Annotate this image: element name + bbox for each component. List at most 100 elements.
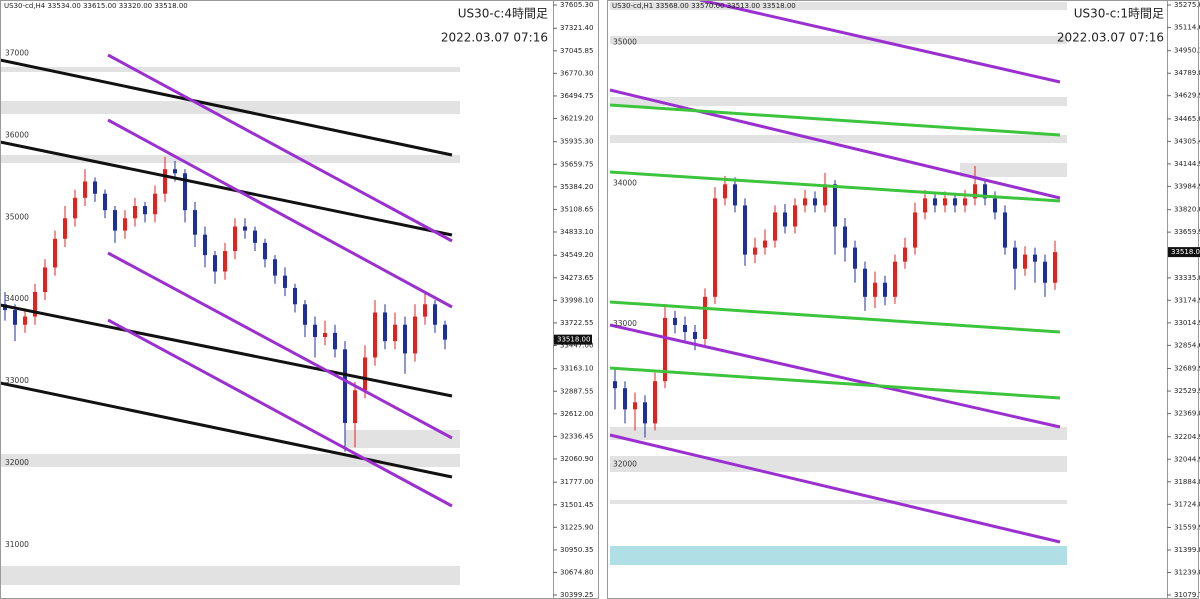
y-tick-label: 33163.10 [560,365,593,373]
zone [610,97,1067,106]
y-tick-label: 31884.85 [1174,478,1200,486]
candle-body [103,193,107,211]
header: US30-cd,H4 33534.00 33615.00 33320.00 33… [4,2,188,10]
level-label: 32000 [5,458,29,467]
level-label: 33000 [613,319,637,328]
candle-body [943,198,947,206]
zone [0,67,460,72]
candle-body [653,381,657,424]
candle-body [233,226,237,252]
y-tick-label: 31399.85 [1174,546,1200,554]
candle-body [303,304,307,325]
candle-body [953,198,957,206]
y-tick-label: 34549.20 [560,251,593,259]
zone [960,163,1067,177]
candle-body [1033,254,1037,262]
chart-title: US30-c:4時間足 [458,7,548,21]
candle-body [643,402,647,424]
candle-body [973,184,977,199]
candle-body [1013,247,1017,269]
candle-body [223,251,227,272]
zone [610,500,1067,504]
y-tick-label: 33722.55 [560,319,593,327]
trend-line [609,88,1061,200]
candle-body [153,193,157,215]
y-tick-label: 32529.90 [1174,387,1200,395]
candle-body [723,184,727,199]
candle-body [403,324,407,354]
y-tick-label: 33820.00 [1174,206,1200,214]
candle-body [763,240,767,248]
y-tick-label: 31559.90 [1174,523,1200,531]
zone [0,454,460,467]
zone-cyan [610,546,1067,565]
timestamp: 2022.03.07 07:16 [441,31,548,45]
trend-lines [0,0,1061,544]
y-tick-label: 31239.80 [1174,568,1200,576]
timestamp: 2022.03.07 07:16 [1057,31,1164,45]
candle-body [43,267,47,292]
candle-body [863,268,867,297]
y-tick-label: 31501.45 [560,501,593,509]
candle-body [893,261,897,297]
candle-body [873,282,877,297]
candle-body [273,259,277,276]
candle-body [23,316,27,325]
level-label: 35000 [5,212,29,221]
candle-body [213,255,217,272]
candle-body [383,312,387,342]
candle-body [993,198,997,213]
level-label: 37000 [5,49,29,58]
candle-body [693,331,697,340]
candle-body [373,312,377,358]
zone [0,155,460,163]
candle-body [113,210,117,231]
candle-body [323,332,327,338]
y-tick-label: 34833.10 [560,228,593,236]
candle-body [73,197,77,219]
candle-body [63,218,67,239]
trend-line [107,118,453,309]
candle-body [1043,261,1047,283]
y-tick-label: 37045.85 [560,47,593,55]
candle-body [883,282,887,297]
y-tick-label: 30950.35 [560,546,593,554]
header: US30-cd,H1 33568.00 33570.00 33513.00 33… [612,2,796,10]
y-tick-label: 36219.20 [560,114,593,122]
trend-line [609,323,1061,429]
trend-line [609,366,1061,400]
trend-line [107,53,453,243]
candle-body [163,169,167,194]
price-label: 33518.00 [1171,248,1200,256]
left-zones [0,67,460,585]
candle-body [823,184,827,206]
candle-body [93,181,97,194]
trend-line [107,251,453,440]
price-marker [1168,247,1200,258]
candle-body [193,210,197,235]
zone [0,566,460,585]
candle-body [203,234,207,256]
candle-body [813,198,817,206]
candle-body [363,357,367,391]
chart-title: US30-c:1時間足 [1074,7,1164,21]
y-tick-label: 30674.80 [560,568,593,576]
candle-body [783,212,787,227]
price-marker [554,334,592,345]
y-tick-label: 32689.90 [1174,365,1200,373]
candle-body [963,198,967,206]
candle-body [1053,252,1057,283]
trend-line [609,103,1061,137]
trend-line [609,433,1061,544]
trend-line [107,318,453,508]
y-tick-label: 35275.00 [1174,1,1200,9]
y-tick-label: 34465.00 [1174,115,1200,123]
y-tick-label: 33998.10 [560,296,593,304]
y-tick-label: 37605.30 [560,1,593,9]
candle-body [173,169,177,174]
y-tick-label: 33014.90 [1174,319,1200,327]
candle-body [843,226,847,248]
candle-body [1003,212,1007,248]
